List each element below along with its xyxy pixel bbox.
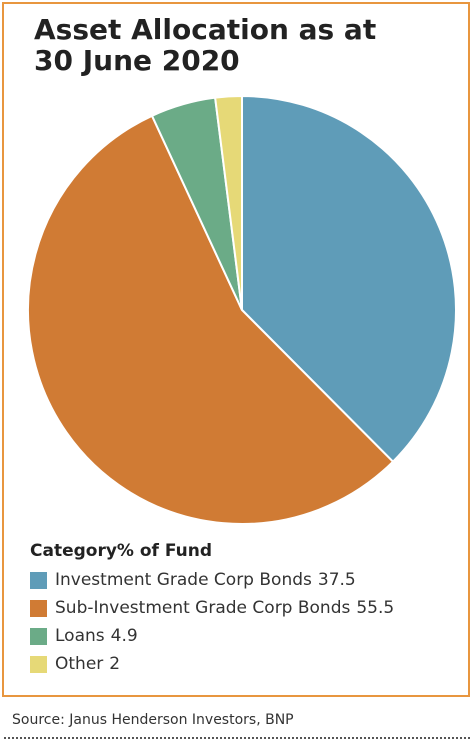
legend: Category% of Fund Investment Grade Corp … (30, 538, 460, 678)
legend-label: Other (55, 654, 104, 674)
pie-slice-investment-grade (241, 94, 457, 464)
pie-chart (27, 94, 457, 526)
legend-item-other: Other 2 (30, 650, 460, 678)
legend-value: 2 (109, 654, 121, 674)
chart-title-line-2: 30 June 2020 (34, 44, 240, 77)
legend-item-sub-investment-grade: Sub-Investment Grade Corp Bonds 55.5 (30, 594, 460, 622)
dotted-divider (4, 737, 470, 739)
legend-value: 55.5 (356, 598, 395, 618)
pie-slice-other (214, 94, 243, 311)
legend-item-investment-grade: Investment Grade Corp Bonds 37.5 (30, 566, 460, 594)
legend-header-category: Category (30, 541, 117, 561)
legend-swatch (30, 655, 47, 673)
legend-value: 37.5 (317, 570, 356, 590)
chart-title: Asset Allocation as at 30 June 2020 (34, 14, 454, 76)
chart-title-line-1: Asset Allocation as at (34, 13, 377, 46)
pie-slice-sub-investment-grade (27, 114, 395, 526)
source-note: Source: Janus Henderson Investors, BNP (12, 712, 294, 728)
legend-value: 4.9 (110, 626, 138, 646)
legend-swatch (30, 627, 47, 645)
legend-swatch (30, 599, 47, 617)
legend-item-loans: Loans 4.9 (30, 622, 460, 650)
legend-header-value: % of Fund (116, 541, 213, 561)
legend-label: Loans (55, 626, 105, 646)
legend-swatch (30, 571, 47, 589)
legend-header: Category% of Fund (30, 538, 460, 566)
legend-label: Investment Grade Corp Bonds (55, 570, 312, 590)
legend-label: Sub-Investment Grade Corp Bonds (55, 598, 351, 618)
